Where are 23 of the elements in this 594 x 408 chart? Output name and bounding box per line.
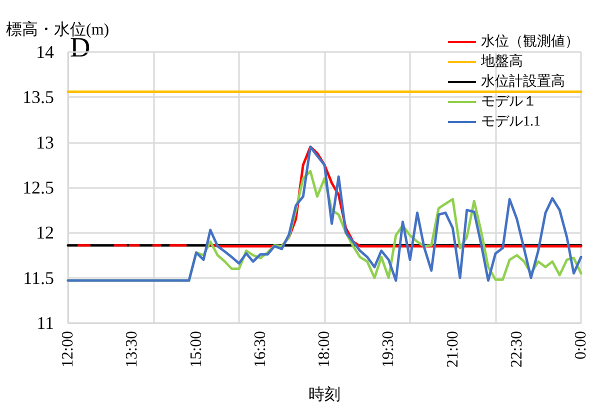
y-tick-label: 13.5 xyxy=(22,87,54,108)
y-tick-label: 12.5 xyxy=(22,178,54,198)
x-tick-label: 19:30 xyxy=(380,331,398,368)
y-tick-label: 13 xyxy=(36,132,54,152)
y-tick-label: 14 xyxy=(36,42,54,62)
legend-label: 水位（観測値） xyxy=(481,34,579,50)
legend-label: 地盤高 xyxy=(480,54,523,70)
y-tick-label: 12 xyxy=(36,222,54,243)
line-series xyxy=(66,146,582,282)
x-tick-label: 16:30 xyxy=(252,331,269,368)
x-tick-label: 22:30 xyxy=(508,331,526,368)
x-tick-label: 13:30 xyxy=(124,331,141,368)
x-axis-title: 時刻 xyxy=(308,386,340,404)
x-tick-label: 18:00 xyxy=(316,331,333,368)
x-tick-label: 12:00 xyxy=(60,331,76,368)
legend-label: モデル１ xyxy=(481,94,537,110)
legend-label: 水位計設置高 xyxy=(481,74,565,90)
x-tick-label: 0:00 xyxy=(572,331,590,360)
legend-label: モデル1.1 xyxy=(481,114,540,130)
y-tick-label: 11.5 xyxy=(23,268,54,288)
x-tick-label: 21:00 xyxy=(444,331,462,368)
y-tick-label: 11 xyxy=(36,313,54,333)
x-tick-label: 15:00 xyxy=(188,331,205,368)
